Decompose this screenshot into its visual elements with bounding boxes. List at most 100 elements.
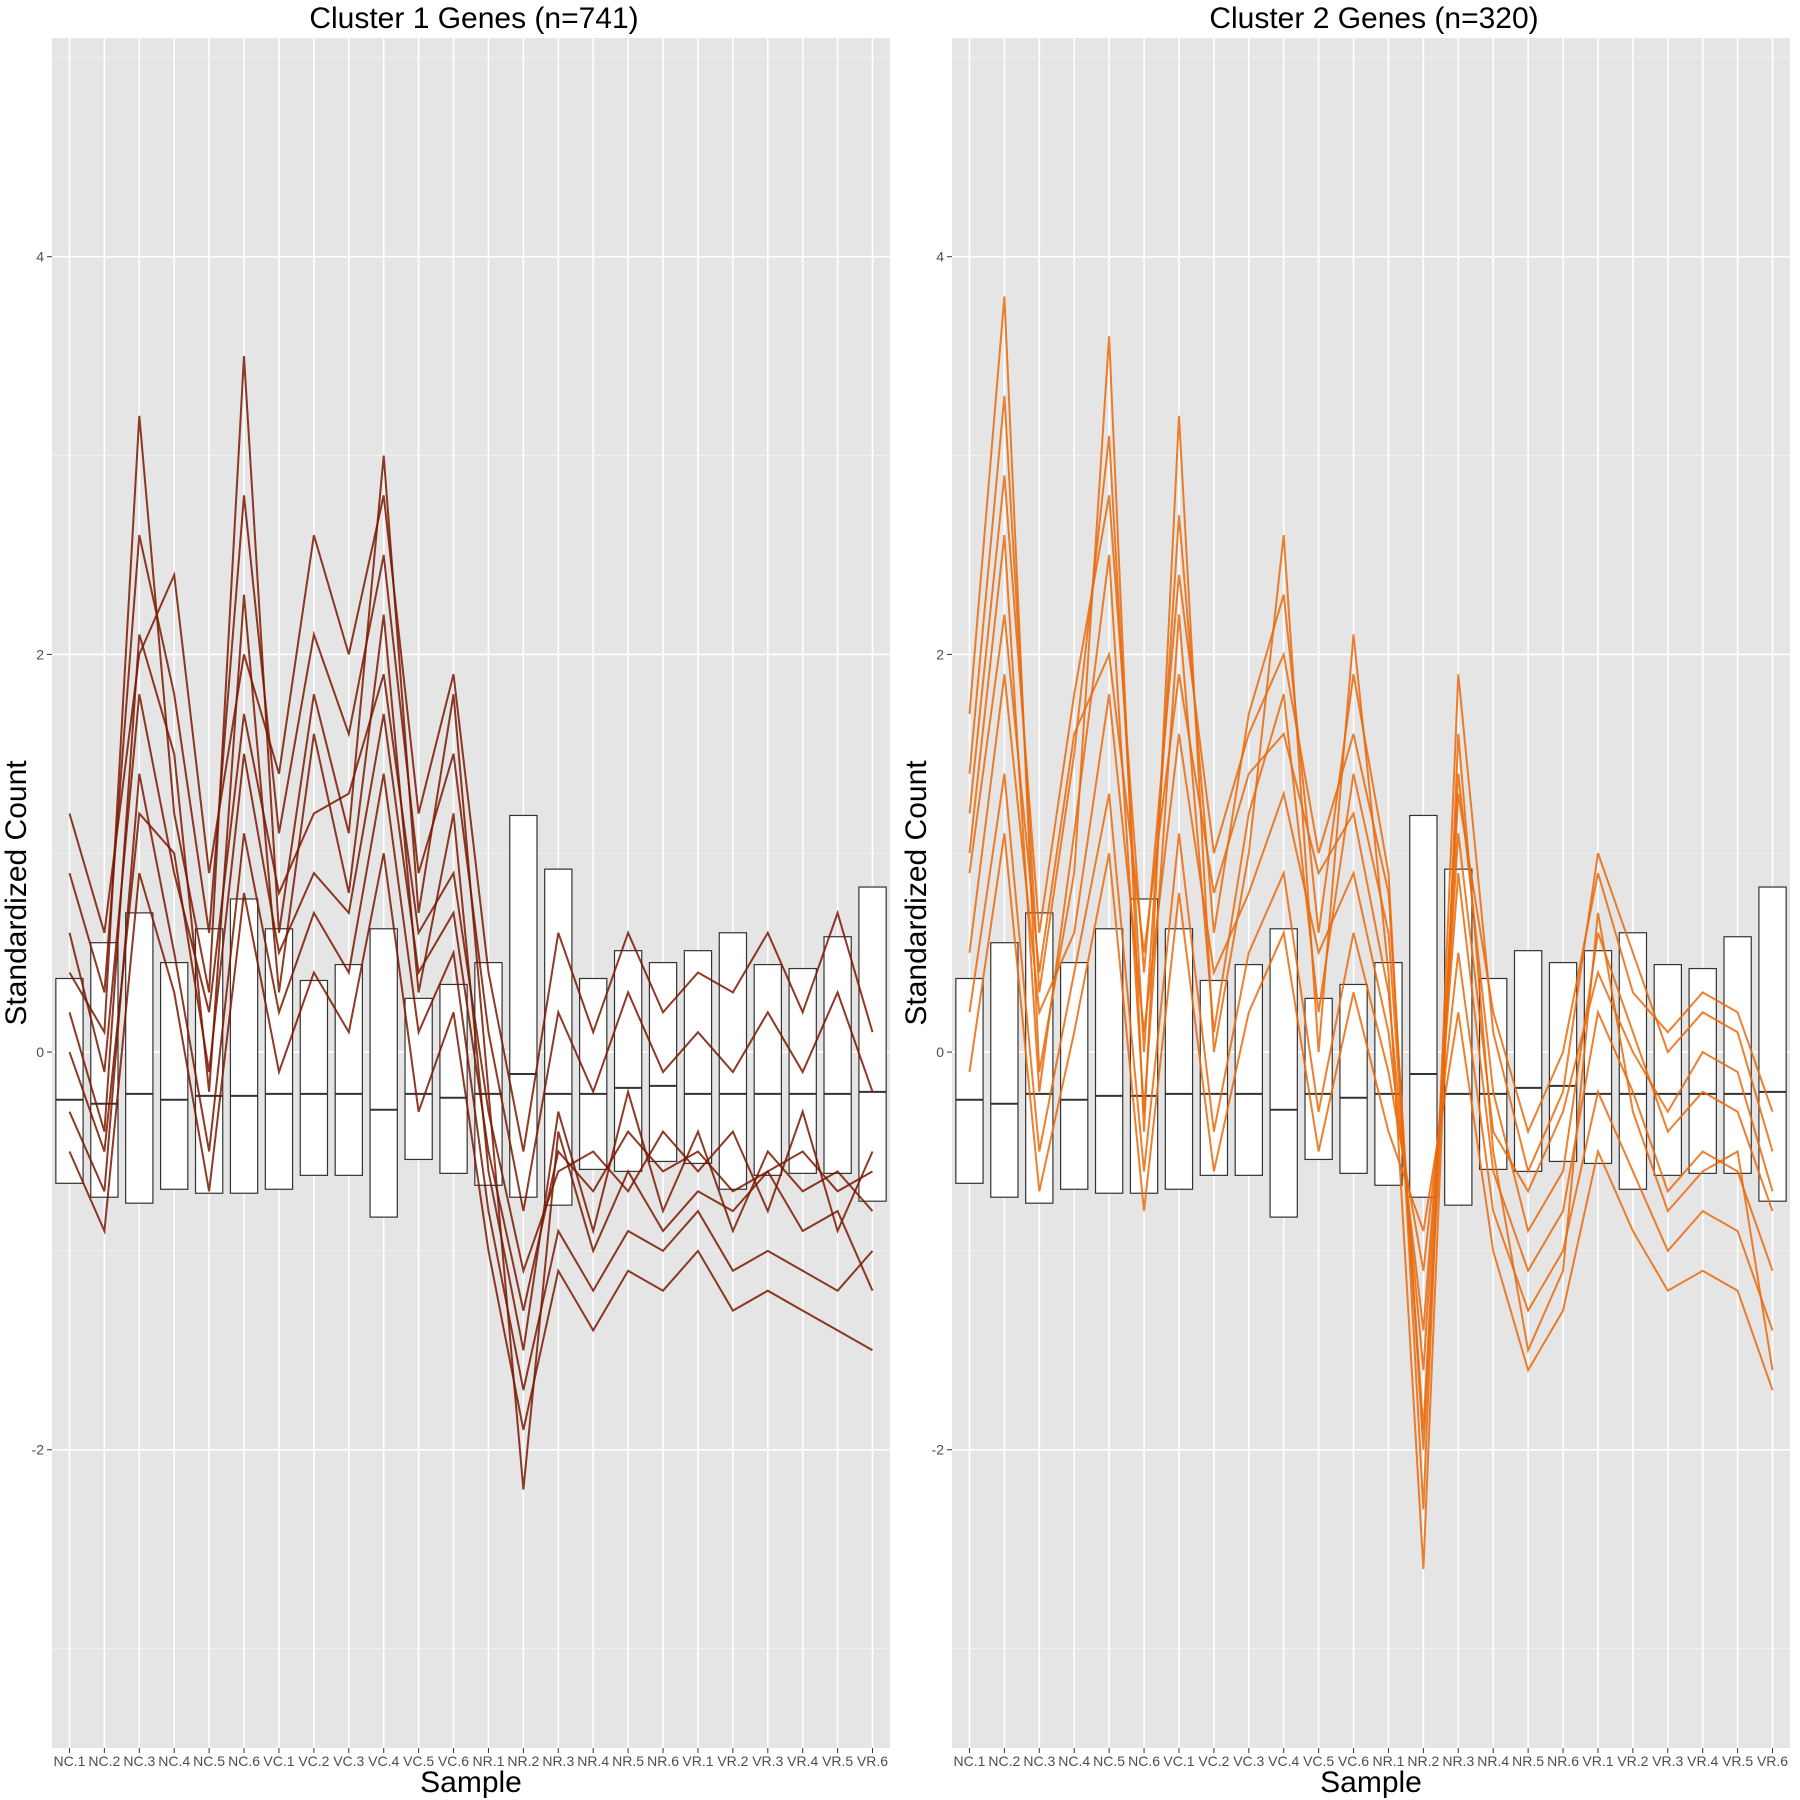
x-axis-title: Sample: [420, 1766, 522, 1799]
x-tick-label: NC.1: [954, 1753, 986, 1769]
boxplot-NC.2: [990, 942, 1019, 1198]
boxplot-NC.5: [1094, 928, 1124, 1194]
boxplot-VC.1: [264, 928, 294, 1190]
x-tick-label: VC.2: [1198, 1753, 1229, 1769]
gene-profile-line: [968, 773, 1774, 1331]
x-tick-label: VR.3: [1652, 1753, 1683, 1769]
y-tick-label: 2: [36, 646, 44, 662]
gene-profile-line: [968, 674, 1774, 1331]
boxplot-NR.2: [1409, 814, 1438, 1198]
x-tick-label: NC.5: [1093, 1753, 1125, 1769]
cluster-1-panel: Cluster 1 Genes (n=741) -2 0 2 4 NC.1 NC.2 NC.3…: [0, 2, 890, 1799]
y-tick-label: 4: [36, 249, 44, 265]
y-axis-title: Standardized Count: [0, 760, 33, 1026]
x-tick-label: VC.4: [368, 1753, 399, 1769]
x-tick-label: NC.3: [1023, 1753, 1055, 1769]
plot-background: [952, 38, 1790, 1748]
x-tick-label: VR.2: [717, 1753, 748, 1769]
x-tick-label: VR.3: [752, 1753, 783, 1769]
x-tick-label: NC.4: [158, 1753, 190, 1769]
x-tick-label: VR.5: [822, 1753, 853, 1769]
gene-profile-line: [68, 713, 873, 1311]
x-tick-label: VC.5: [1303, 1753, 1334, 1769]
boxplot-NC.3: [125, 912, 154, 1204]
x-tick-label: NR.6: [647, 1753, 679, 1769]
boxplot-NR.5: [613, 950, 643, 1172]
gene-profile-line: [968, 475, 1774, 1450]
gene-profile-line: [968, 395, 1774, 1510]
gene-profile-line: [68, 773, 874, 1391]
boxplot-VR.3: [1653, 963, 1683, 1176]
x-tick-label: VC.2: [298, 1753, 329, 1769]
boxplot-VC.6: [1339, 983, 1368, 1174]
boxplot-VC.3: [1234, 963, 1264, 1176]
gene-profile-line: [68, 495, 874, 1152]
boxplot-NC.6: [229, 898, 259, 1194]
x-tick-label: NR.4: [577, 1753, 609, 1769]
y-tick-label: 4: [936, 249, 944, 265]
x-tick-label: VC.6: [1338, 1753, 1369, 1769]
boxplot-VC.2: [1199, 979, 1229, 1176]
boxplot-NR.6: [1548, 961, 1578, 1163]
boxplot-VC.4: [1269, 928, 1298, 1218]
x-tick-label: VC.5: [403, 1753, 434, 1769]
x-tick-label: VC.3: [333, 1753, 364, 1769]
x-tick-label: NC.2: [988, 1753, 1020, 1769]
boxplot-NR.4: [578, 977, 608, 1170]
boxplot-NR.3: [544, 868, 573, 1206]
gene-profile-line: [968, 614, 1774, 1371]
boxplot-VR.3: [753, 963, 783, 1176]
x-tick-label: NC.1: [54, 1753, 86, 1769]
x-tick-label: VC.4: [1268, 1753, 1299, 1769]
y-tick-label: 0: [936, 1044, 944, 1060]
x-tick-label: VR.1: [1582, 1753, 1613, 1769]
boxplot-VR.6: [1758, 886, 1787, 1202]
x-tick-label: VR.6: [1757, 1753, 1788, 1769]
y-tick-label: 0: [36, 1044, 44, 1060]
y-tick-label: -2: [932, 1442, 945, 1458]
x-tick-label: NR.3: [542, 1753, 574, 1769]
boxplot-VC.3: [334, 963, 364, 1176]
x-tick-label: NC.6: [1128, 1753, 1160, 1769]
gene-profile-line: [968, 833, 1774, 1391]
boxplot-VC.2: [299, 979, 329, 1176]
boxplot-VC.5: [1304, 997, 1333, 1161]
boxplot-VR.5: [823, 936, 852, 1174]
chart-title: Cluster 2 Genes (n=320): [1209, 2, 1538, 35]
boxplot-VR.6: [858, 886, 887, 1202]
x-tick-label: NC.6: [228, 1753, 260, 1769]
x-tick-label: NC.2: [88, 1753, 120, 1769]
x-tick-label: NR.3: [1442, 1753, 1474, 1769]
boxplot-VR.5: [1723, 936, 1752, 1174]
boxplot-NR.2: [509, 814, 538, 1198]
boxplot-VC.4: [369, 928, 398, 1218]
gene-profile-line: [68, 853, 873, 1431]
y-tick-label: 2: [936, 646, 944, 662]
x-tick-label: VR.1: [682, 1753, 713, 1769]
boxplot-VC.5: [404, 997, 433, 1161]
y-tick-label: -2: [32, 1442, 45, 1458]
boxplot-VR.4: [1688, 967, 1717, 1174]
x-tick-label: VR.4: [787, 1753, 818, 1769]
x-tick-label: VR.2: [1617, 1753, 1648, 1769]
boxplot-VR.1: [683, 950, 713, 1165]
x-tick-label: NC.3: [123, 1753, 155, 1769]
x-tick-label: NR.1: [473, 1753, 505, 1769]
y-axis-title: Standardized Count: [900, 760, 933, 1026]
x-tick-label: VR.4: [1687, 1753, 1718, 1769]
x-tick-label: VR.5: [1722, 1753, 1753, 1769]
x-tick-label: VC.6: [438, 1753, 469, 1769]
cluster-2-panel: Cluster 2 Genes (n=320) -2 0 2 4 NC.1 NC.2 NC.3…: [900, 2, 1790, 1799]
x-tick-label: VC.1: [263, 1753, 294, 1769]
x-tick-label: NC.4: [1058, 1753, 1090, 1769]
x-tick-label: VR.6: [857, 1753, 888, 1769]
gene-profile-line: [68, 674, 874, 1275]
x-tick-label: NC.5: [193, 1753, 225, 1769]
x-tick-label: NR.5: [1512, 1753, 1544, 1769]
x-tick-label: VC.3: [1233, 1753, 1264, 1769]
x-tick-label: VC.1: [1163, 1753, 1194, 1769]
x-tick-label: NR.2: [1407, 1753, 1439, 1769]
gene-profile-line: [968, 534, 1774, 1430]
chart-title: Cluster 1 Genes (n=741): [309, 2, 638, 35]
